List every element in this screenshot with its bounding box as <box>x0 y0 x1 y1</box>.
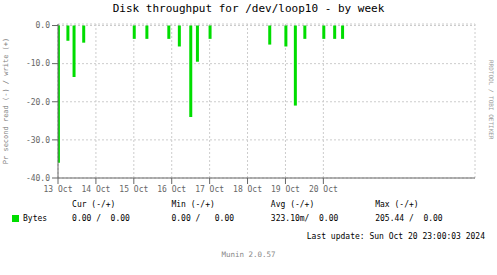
svg-text:-30.0: -30.0 <box>26 136 50 145</box>
svg-text:15 Oct: 15 Oct <box>119 185 148 194</box>
html-text:Last update: Sun Oct 20 23:00:: Last update: Sun Oct 20 23:00:03 2024 <box>306 232 485 241</box>
svg-text:19 Oct: 19 Oct <box>271 185 300 194</box>
html-text:Disk throughput for /dev/loop1: Disk throughput for /dev/loop10 - by wee… <box>112 2 385 15</box>
html-text:Avg (-/+): Avg (-/+) <box>270 200 315 209</box>
html-text:0.00 / 0.00: 0.00 / 0.00 <box>72 214 130 223</box>
html-text:RRDTOOL / TOBI OETIKER: RRDTOOL / TOBI OETIKER <box>488 60 495 140</box>
html-text:Munin 2.0.57: Munin 2.0.57 <box>221 250 276 259</box>
svg-text:-20.0: -20.0 <box>26 98 50 107</box>
html-text:205.44 / 0.00: 205.44 / 0.00 <box>375 214 443 223</box>
html-text:Min (-/+): Min (-/+) <box>171 200 215 209</box>
svg-text:14 Oct: 14 Oct <box>81 185 110 194</box>
svg-text:13 Oct: 13 Oct <box>44 185 73 194</box>
svg-text:-40.0: -40.0 <box>26 174 50 183</box>
html-text:Bytes: Bytes <box>23 214 48 223</box>
svg-text:16 Oct: 16 Oct <box>157 185 186 194</box>
html-text:Cur (-/+): Cur (-/+) <box>72 200 116 209</box>
svg-text:0.0: 0.0 <box>36 21 51 30</box>
svg-text:20 Oct: 20 Oct <box>309 185 338 194</box>
svg-text:-10.0: -10.0 <box>26 59 50 68</box>
html-text:Max (-/+): Max (-/+) <box>375 200 419 209</box>
svg-text:17 Oct: 17 Oct <box>195 185 224 194</box>
svg-text:18 Oct: 18 Oct <box>233 185 262 194</box>
html-text:0.00 / 0.00: 0.00 / 0.00 <box>171 214 235 223</box>
svg-text:Pr second read (-) / write (+): Pr second read (-) / write (+) <box>2 38 10 164</box>
html-text:323.10m/ 0.00: 323.10m/ 0.00 <box>270 214 339 223</box>
